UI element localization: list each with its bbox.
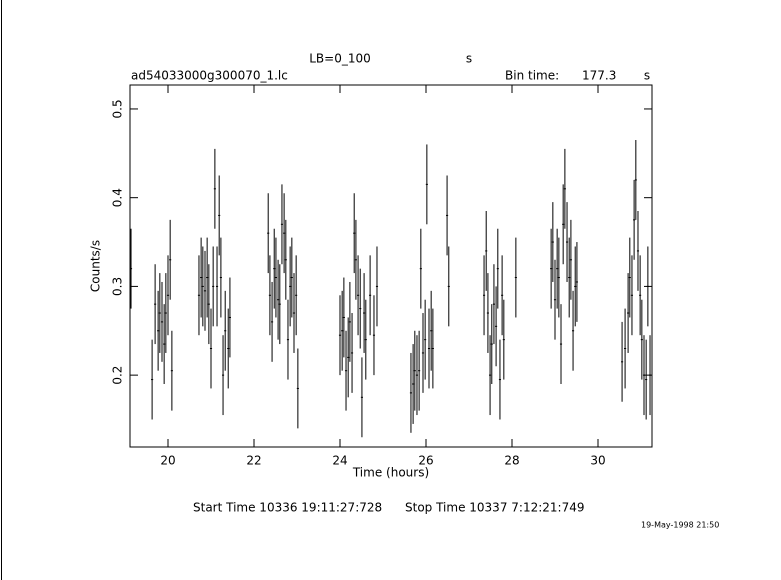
plot-frame [129,84,653,448]
y-tick-label: 0.3 [111,277,125,296]
stop-time: Stop Time 10337 7:12:21:749 [405,501,584,515]
chart-title: ad54033000g300070_1.lc [131,69,288,83]
y-axis-label: Counts/s [89,240,103,292]
x-tick-label: 20 [160,454,175,468]
bin-unit: s [644,69,650,83]
y-tick-label: 0.4 [111,188,125,207]
x-axis-label: Time (hours) [352,466,429,480]
x-tick-label: 26 [418,454,433,468]
start-time: Start Time 10336 19:11:27:728 [193,501,382,515]
x-tick-label: 24 [332,454,347,468]
header-left: LB=0_100 [309,52,371,66]
x-tick-label: 22 [246,454,261,468]
x-tick-label: 30 [590,454,605,468]
bin-time: 177.3 [582,69,616,83]
y-tick-label: 0.2 [111,366,125,385]
header-unit: s [466,52,472,66]
date-stamp: 19-May-1998 21:50 [641,521,719,530]
x-tick-label: 28 [504,454,519,468]
y-tick-label: 0.5 [111,99,125,118]
bin-label: Bin time: [505,69,559,83]
